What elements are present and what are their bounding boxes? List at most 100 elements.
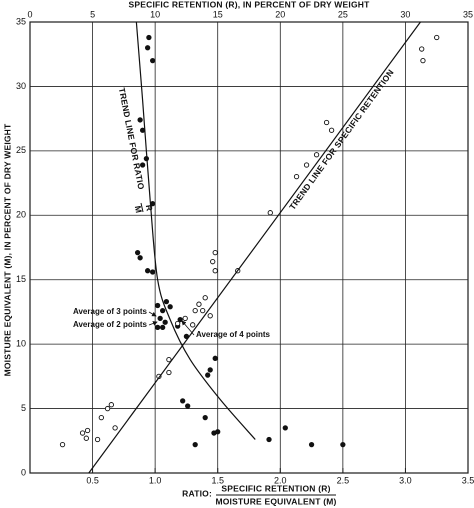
- plot-frame: [29, 21, 469, 474]
- x2-tick-label: 15: [213, 9, 223, 19]
- trend-line: [88, 21, 421, 474]
- open-point: [420, 58, 426, 64]
- open-point: [84, 427, 91, 434]
- top-axis-title: SPECIFIC RETENTION (R), IN PERCENT OF DR…: [129, 0, 371, 9]
- filled-point: [144, 268, 151, 274]
- filled-point: [157, 315, 163, 322]
- filled-point: [185, 403, 191, 409]
- filled-point: [163, 298, 170, 305]
- x-tick-label: 1.5: [211, 475, 224, 485]
- y-tick-label: 15: [16, 274, 26, 284]
- x-tick-label: 2.0: [274, 475, 287, 485]
- open-point: [212, 268, 218, 274]
- open-point: [166, 356, 172, 363]
- x-tick-label: 1.0: [149, 475, 162, 485]
- filled-point: [212, 355, 218, 361]
- annotation-arrow: [148, 311, 157, 317]
- filled-point: [177, 317, 183, 323]
- x2-tick-label: 5: [90, 9, 95, 19]
- filled-point: [134, 250, 141, 256]
- annotation: Average of 3 points: [73, 307, 147, 316]
- open-point: [212, 250, 218, 256]
- x-axis-denominator: MOISTURE EQUIVALENT (M): [215, 496, 336, 506]
- x-tick-label: 2.5: [337, 475, 350, 485]
- open-point: [190, 322, 196, 328]
- filled-point: [154, 324, 161, 331]
- open-point: [112, 425, 118, 431]
- open-point: [104, 405, 111, 412]
- filled-point: [137, 117, 143, 123]
- trend-label-numerator: R: [144, 204, 155, 212]
- filled-point: [160, 324, 166, 331]
- filled-point: [162, 319, 168, 325]
- open-point: [328, 127, 335, 133]
- filled-point: [282, 425, 288, 431]
- x2-tick-label: 10: [150, 9, 160, 19]
- y-tick-label: 0: [21, 467, 26, 477]
- filled-point: [205, 372, 211, 378]
- open-point: [196, 301, 202, 307]
- x2-tick-label: 25: [338, 9, 348, 19]
- x2-tick-label: 35: [463, 9, 473, 19]
- y-tick-label: 10: [16, 339, 26, 349]
- annotation-arrow: [181, 320, 195, 336]
- x2-tick-label: 20: [275, 9, 285, 19]
- open-point: [434, 34, 440, 41]
- filled-point: [215, 429, 221, 435]
- filled-point: [137, 255, 143, 261]
- x-axis-prefix: RATIO:: [182, 488, 212, 498]
- open-point: [303, 162, 310, 168]
- filled-point: [146, 34, 152, 41]
- filled-point: [160, 307, 166, 314]
- open-point: [79, 430, 86, 436]
- filled-point: [154, 302, 161, 309]
- open-point: [59, 442, 66, 448]
- open-point: [313, 152, 320, 158]
- annotation: Average of 2 points: [73, 320, 147, 329]
- open-point: [200, 307, 206, 314]
- y-tick-label: 30: [16, 81, 26, 91]
- open-point: [293, 173, 300, 180]
- filled-point: [167, 304, 173, 310]
- y-tick-label: 20: [16, 210, 26, 220]
- filled-point: [149, 58, 156, 64]
- filled-point: [144, 45, 151, 51]
- filled-point: [308, 442, 315, 448]
- filled-point: [139, 162, 146, 168]
- trend-label: TREND LINE FOR RATIO: [117, 87, 147, 191]
- open-point: [202, 295, 208, 301]
- annotation-arrow: [148, 321, 158, 326]
- open-point: [323, 119, 330, 126]
- open-point: [175, 320, 181, 327]
- trend-line: [135, 21, 256, 440]
- filled-point: [192, 442, 198, 448]
- filled-point: [149, 269, 156, 275]
- open-point: [210, 259, 216, 265]
- trend-label-bar: [140, 202, 144, 213]
- filled-point: [207, 367, 213, 373]
- open-point: [94, 436, 101, 443]
- trend-label: TREND LINE FOR SPECIFIC RETENTION: [287, 67, 396, 211]
- y-tick-label: 25: [16, 145, 26, 155]
- x2-tick-label: 30: [400, 9, 410, 19]
- filled-point: [180, 398, 186, 404]
- y-tick-label: 5: [21, 403, 26, 413]
- y-tick-label: 35: [16, 16, 26, 26]
- open-point: [192, 307, 198, 314]
- filled-point: [202, 414, 208, 421]
- annotation: Average of 4 points: [196, 330, 270, 339]
- x2-tick-label: 0: [27, 9, 32, 19]
- open-point: [207, 313, 213, 319]
- trend-label-denominator: M: [133, 205, 144, 214]
- open-point: [108, 402, 114, 408]
- y-axis-title: MOISTURE EQUIVALENT (M), IN PERCENT OF D…: [2, 123, 12, 376]
- filled-point: [340, 442, 346, 448]
- open-point: [267, 210, 273, 216]
- open-point: [419, 46, 425, 52]
- filled-point: [266, 436, 272, 443]
- open-point: [83, 435, 89, 441]
- x-axis-numerator: SPECIFIC RETENTION (R): [221, 483, 330, 493]
- open-point: [98, 414, 104, 421]
